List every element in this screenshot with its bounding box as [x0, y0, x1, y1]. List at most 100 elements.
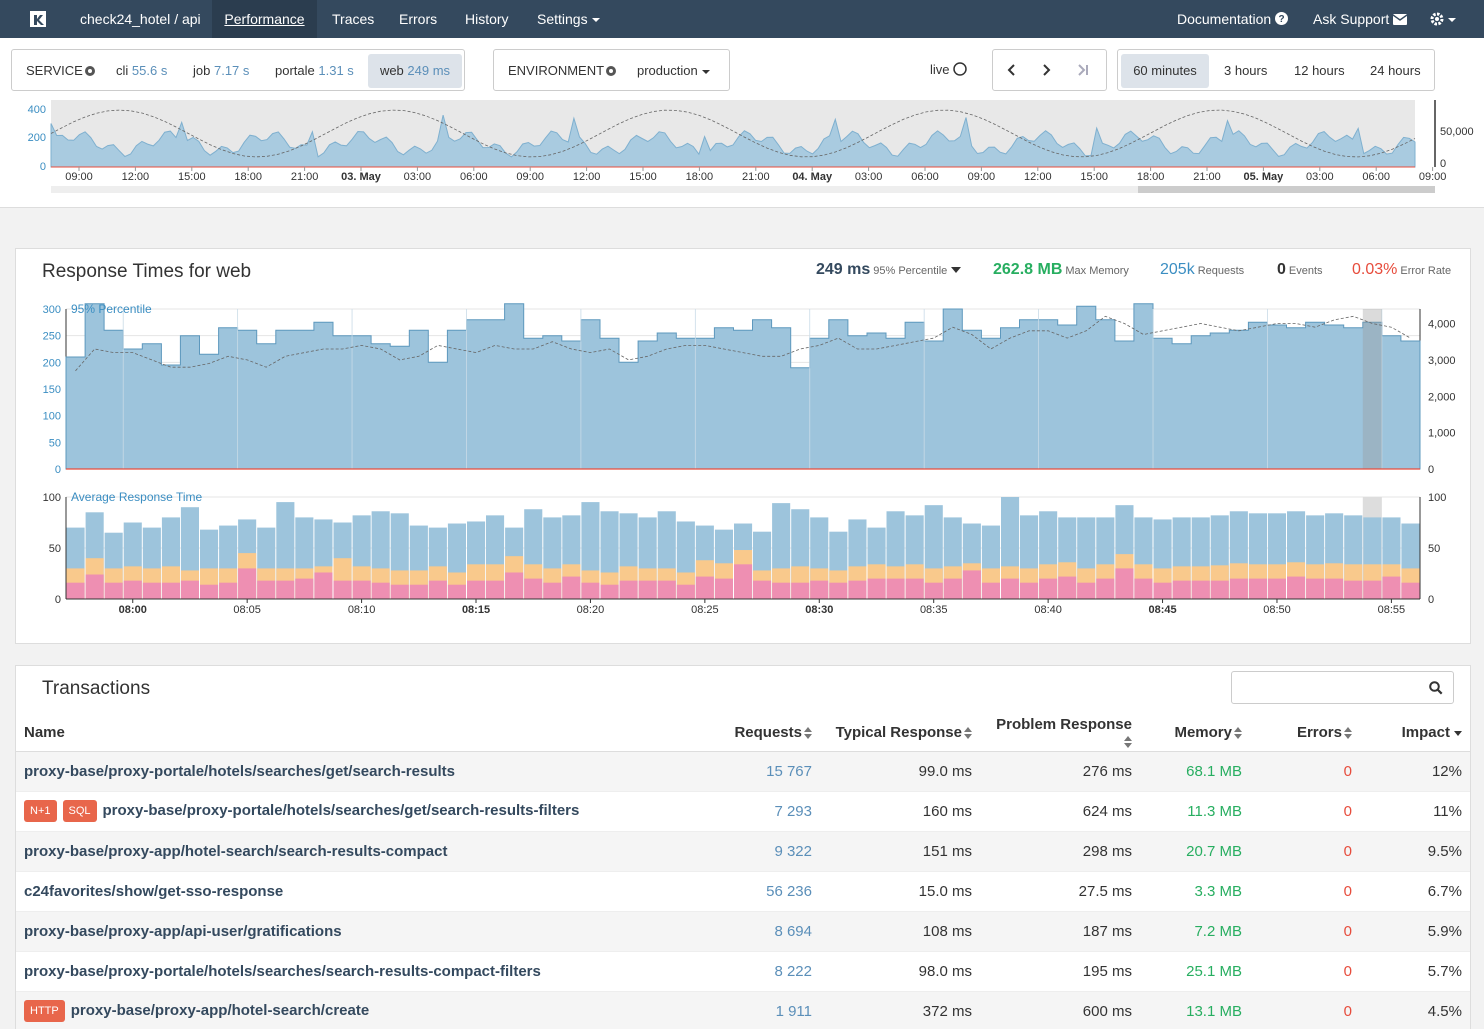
app-bar — [85, 574, 104, 599]
nav-history[interactable]: History — [465, 0, 509, 38]
transaction-name-text: proxy-base/proxy-app/api-user/gratificat… — [24, 922, 342, 940]
transactions-search[interactable] — [1231, 671, 1454, 704]
next-icon[interactable] — [1041, 64, 1051, 76]
app-bar — [714, 578, 733, 599]
range-12-hours[interactable]: 12 hours — [1294, 54, 1345, 88]
range-24-hours[interactable]: 24 hours — [1370, 54, 1421, 88]
p95-bar — [1172, 344, 1191, 469]
y-tick-label: 50 — [49, 543, 61, 555]
cell-typical: 15.0 ms — [820, 871, 980, 912]
p95-bar — [428, 362, 447, 469]
transaction-name[interactable]: proxy-base/proxy-portale/hotels/searches… — [16, 751, 700, 792]
gear-menu[interactable] — [1430, 0, 1456, 38]
app-bar — [180, 580, 199, 599]
col-label: Problem Response — [996, 715, 1132, 733]
logo-icon[interactable] — [28, 9, 48, 29]
transaction-name[interactable]: N+1 SQL proxy-base/proxy-portale/hotels/se… — [16, 791, 700, 832]
transaction-name[interactable]: proxy-base/proxy-portale/hotels/searches… — [16, 951, 700, 992]
p95-chart[interactable]: 300 250 200 150 100 50 0 4,000 3,000 2,000 1,000 0 9… — [16, 299, 1470, 479]
table-row[interactable]: proxy-base/proxy-portale/hotels/searches… — [16, 951, 1470, 992]
p95-bar — [962, 330, 981, 469]
overview-x-tick: 04. May — [792, 171, 833, 183]
nav-settings[interactable]: Settings — [537, 0, 600, 38]
p95-bar — [543, 336, 562, 469]
environment-dropdown[interactable]: production — [637, 54, 710, 88]
cell-requests: 9 322 — [700, 831, 820, 872]
search-icon[interactable] — [1429, 681, 1443, 695]
prev-icon[interactable] — [1007, 64, 1017, 76]
nav-settings-label: Settings — [537, 11, 588, 27]
p95-bar — [1401, 341, 1420, 469]
app-bar — [352, 580, 371, 599]
y-tick-label: 100 — [43, 492, 61, 504]
p95-bar — [867, 333, 886, 469]
col-requests[interactable]: Requests — [700, 715, 820, 752]
table-row[interactable]: HTTP proxy-base/proxy-app/hotel-search/cr… — [16, 991, 1470, 1029]
x-tick-label: 08:10 — [348, 604, 376, 616]
p95-bar — [238, 330, 257, 469]
gear-icon — [1430, 12, 1444, 26]
cell-requests: 8 694 — [700, 911, 820, 952]
app-bar — [238, 568, 257, 599]
cell-typical: 99.0 ms — [820, 751, 980, 792]
table-row[interactable]: proxy-base/proxy-portale/hotels/searches… — [16, 751, 1470, 792]
documentation-label: Documentation — [1177, 11, 1272, 27]
service-value: 249 ms — [407, 63, 451, 78]
cell-problem: 600 ms — [980, 991, 1140, 1029]
app-switcher[interactable]: check24_hotel / api — [80, 0, 201, 38]
col-impact[interactable]: Impact — [1360, 715, 1470, 752]
cell-errors: 0 — [1250, 831, 1360, 872]
p95-bar — [200, 354, 219, 469]
live-toggle[interactable]: live — [930, 53, 967, 87]
gear-icon — [84, 66, 95, 76]
service-selector: SERVICE cli 55.6 s job 7.17 s portale 1.… — [11, 49, 465, 91]
app-bar — [657, 580, 676, 599]
col-problem[interactable]: Problem Response — [980, 715, 1140, 752]
documentation-link[interactable]: Documentation ? — [1177, 0, 1289, 38]
service-job[interactable]: job 7.17 s — [193, 54, 249, 88]
transaction-name[interactable]: proxy-base/proxy-app/hotel-search/search… — [16, 831, 700, 872]
ask-support-link[interactable]: Ask Support — [1313, 0, 1408, 38]
sort-icon — [1124, 735, 1132, 748]
nav-errors[interactable]: Errors — [399, 0, 437, 38]
live-label: live — [930, 62, 950, 77]
p95-bar — [943, 309, 962, 469]
transaction-name[interactable]: proxy-base/proxy-app/api-user/gratificat… — [16, 911, 700, 952]
col-label: Impact — [1401, 724, 1450, 742]
cell-requests: 56 236 — [700, 871, 820, 912]
requests-value: 205k — [1160, 261, 1195, 278]
app-bar — [810, 580, 829, 599]
col-errors[interactable]: Errors — [1250, 715, 1360, 752]
table-row[interactable]: c24favorites/show/get-sso-response 56 23… — [16, 871, 1470, 912]
transaction-name[interactable]: c24favorites/show/get-sso-response — [16, 871, 700, 912]
range-3-hours[interactable]: 3 hours — [1224, 54, 1267, 88]
avg-response-chart[interactable]: 100 100 50 50 0 0 Average Response Time 08:00 08… — [16, 489, 1470, 619]
nav-traces[interactable]: Traces — [332, 0, 374, 38]
col-name[interactable]: Name — [16, 715, 700, 752]
table-row[interactable]: N+1 SQL proxy-base/proxy-portale/hotels/se… — [16, 791, 1470, 832]
service-label[interactable]: SERVICE — [26, 54, 95, 88]
y-tick-label: 0 — [55, 464, 61, 476]
transactions-title: Transactions — [42, 678, 151, 699]
nav-performance[interactable]: Performance — [212, 0, 317, 38]
x-tick-label: 08:20 — [577, 604, 605, 616]
overview-x-tick: 09:00 — [1419, 171, 1447, 183]
p95-bar — [524, 338, 543, 469]
app-bar — [905, 578, 924, 599]
service-cli[interactable]: cli 55.6 s — [116, 54, 167, 88]
overview-y-tick: 200 — [28, 132, 46, 144]
table-row[interactable]: proxy-base/proxy-app/hotel-search/search… — [16, 831, 1470, 872]
col-typical[interactable]: Typical Response — [820, 715, 980, 752]
service-portale[interactable]: portale 1.31 s — [275, 54, 354, 88]
svg-text:?: ? — [1279, 14, 1285, 25]
jump-latest-icon[interactable] — [1077, 64, 1089, 76]
search-input[interactable] — [1232, 672, 1422, 703]
environment-label[interactable]: ENVIRONMENT — [508, 54, 617, 88]
range-60-minutes[interactable]: 60 minutes — [1121, 54, 1209, 88]
col-memory[interactable]: Memory — [1140, 715, 1250, 752]
service-web[interactable]: web 249 ms — [368, 54, 462, 88]
p95-stat[interactable]: 249 ms 95% Percentile — [816, 261, 962, 279]
transaction-name[interactable]: HTTP proxy-base/proxy-app/hotel-search/cr… — [16, 991, 700, 1029]
table-row[interactable]: proxy-base/proxy-app/api-user/gratificat… — [16, 911, 1470, 952]
